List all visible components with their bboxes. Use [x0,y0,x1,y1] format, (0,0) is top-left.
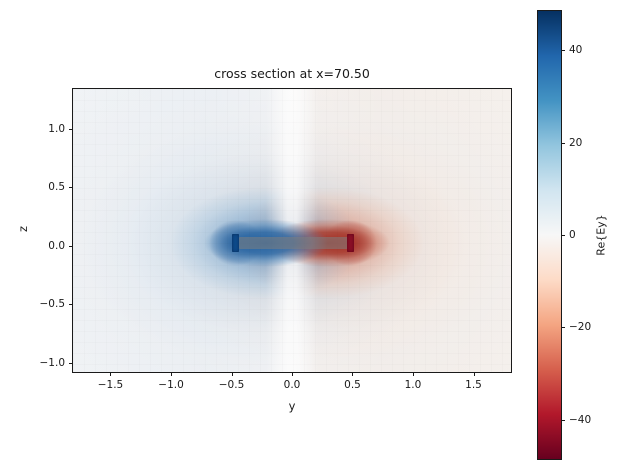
colorbar-tick-label: −20 [569,321,592,334]
left-feed-cap [232,234,239,252]
colorbar-tick-mark [561,235,565,236]
chart-title: cross section at x=70.50 [214,66,370,81]
y-tick-label: −0.5 [39,298,66,311]
x-tick-label: 0.0 [283,379,301,391]
x-tick-label: 1.5 [465,379,482,391]
y-tick-mark [69,362,73,364]
colorbar-tick-label: 0 [569,229,576,241]
plot-area: −1.5 −1.0 −0.5 0.0 0.5 1.0 1.5 1.0 0.5 0.0 −0.5 −1.… [40,88,512,391]
y-tick-label: 0.5 [48,181,65,194]
colorbar: 40 20 0 −20 −40 [537,10,591,460]
colorbar-tick-mark [561,142,565,144]
x-tick-mark [412,372,414,376]
x-tick-label: −1.5 [97,379,124,391]
colorbar-tick-mark [561,419,565,421]
colorbar-tick-label: −40 [569,413,592,426]
x-tick-mark [352,372,354,376]
x-tick-label: 1.0 [404,379,422,391]
colorbar-tick-mark [561,50,565,52]
colorbar-tick-mark [561,327,565,329]
colorbar-label: Re{Ey} [594,214,608,256]
y-tick-mark [69,187,73,189]
x-axis-label: y [288,399,296,413]
x-tick-label: −1.0 [158,379,184,391]
conductor-bar [239,237,351,249]
y-tick-label: 0.0 [48,239,65,252]
x-tick-mark [473,372,475,376]
colorbar-tick-label: 20 [569,136,583,149]
colorbar-gradient [538,11,561,459]
y-tick-label: −1.0 [39,356,66,369]
x-tick-mark [292,372,293,376]
x-tick-label: 0.5 [344,379,361,391]
y-axis-label: z [16,225,30,233]
y-tick-mark [69,304,73,306]
x-tick-mark [231,372,233,376]
x-tick-mark [171,372,173,376]
y-tick-mark [69,128,73,130]
x-tick-label: −0.5 [218,379,245,391]
x-tick-mark [110,372,112,376]
y-tick-mark [69,245,73,247]
heatmap-image [73,89,511,372]
colorbar-tick-label: 40 [569,44,583,57]
right-feed-cap [347,234,354,252]
y-tick-label: 1.0 [48,122,65,135]
